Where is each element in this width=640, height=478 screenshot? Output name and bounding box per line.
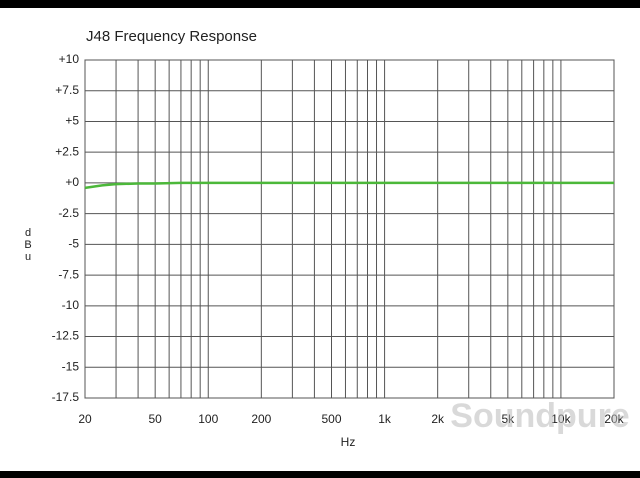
y-tick-label: -17.5 [52,390,80,404]
watermark: Soundpure [450,397,629,435]
bottom-band [0,471,640,478]
y-tick-label: -2.5 [58,206,79,220]
x-tick-label: 1k [378,412,392,426]
x-tick-label: 20k [604,412,624,426]
y-tick-label: -12.5 [52,329,80,343]
x-tick-label: 100 [198,412,218,426]
x-tick-label: 10k [551,412,571,426]
x-tick-label: 50 [148,412,162,426]
x-tick-label: 500 [321,412,341,426]
data-line [84,181,614,190]
y-tick-label: +2.5 [55,144,79,158]
chart-title: J48 Frequency Response [86,28,257,45]
y-tick-label: +0 [65,175,79,189]
x-tick-label: 20 [78,412,92,426]
y-tick-label: -15 [62,359,80,373]
plot-area [84,59,615,399]
top-band [0,0,640,8]
y-tick-label: +7.5 [55,83,79,97]
x-tick-label: 5k [501,412,515,426]
y-tick-label: -5 [68,237,79,251]
y-tick-label: -10 [62,298,80,312]
y-tick-label: +10 [59,52,80,66]
y-tick-label: +5 [65,114,79,128]
y-tick-label: -7.5 [58,267,79,281]
x-tick-label: 2k [431,412,445,426]
x-axis-label: Hz [341,435,356,449]
x-tick-label: 200 [251,412,271,426]
y-axis-label: dBu [22,227,34,263]
